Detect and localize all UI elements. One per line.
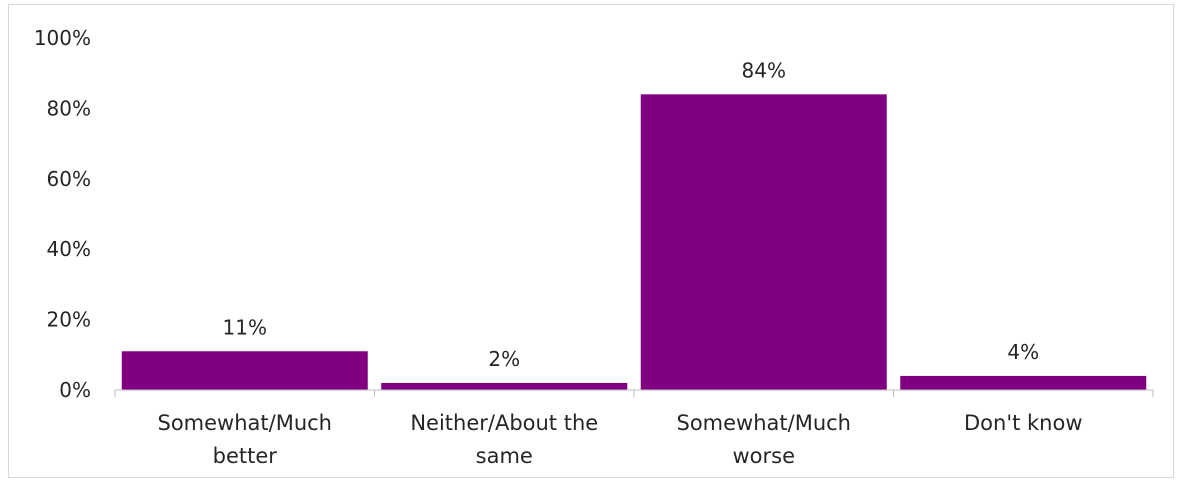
x-tick-label-line: same <box>476 444 533 468</box>
y-tick-label: 80% <box>47 96 91 120</box>
bars <box>121 94 1147 390</box>
y-tick-label: 100% <box>34 26 91 50</box>
bar-chart: 0% 20% 40% 60% 80% 100% 11% 2% 84% 4% Somewhat/M… <box>34 26 1154 468</box>
x-tick-label-line: worse <box>732 444 795 468</box>
data-label: 11% <box>223 315 267 339</box>
x-tick-label: Somewhat/Much better <box>157 411 332 468</box>
bar <box>381 382 628 390</box>
x-tick-label-line: Somewhat/Much <box>157 411 332 435</box>
bar <box>900 375 1147 390</box>
x-tick-label: Neither/About the same <box>410 411 598 468</box>
data-label: 4% <box>1007 340 1039 364</box>
chart-frame: 0% 20% 40% 60% 80% 100% 11% 2% 84% 4% Somewhat/M… <box>8 4 1174 478</box>
data-label: 84% <box>742 58 786 82</box>
data-labels: 11% 2% 84% 4% <box>223 58 1040 371</box>
x-tick-label: Don't know <box>964 411 1083 435</box>
x-tick-label-line: Don't know <box>964 411 1083 435</box>
y-axis-ticks: 0% 20% 40% 60% 80% 100% <box>34 26 91 402</box>
x-tick-label-line: better <box>213 444 278 468</box>
y-tick-label: 60% <box>47 167 91 191</box>
x-tick-label: Somewhat/Much worse <box>676 411 851 468</box>
x-tick-label-line: Somewhat/Much <box>676 411 851 435</box>
y-tick-label: 40% <box>47 237 91 261</box>
x-axis-labels: Somewhat/Much better Neither/About the same… <box>157 411 1082 468</box>
data-label: 2% <box>488 347 520 371</box>
x-axis-tick-marks <box>114 390 1154 397</box>
bar <box>640 94 887 390</box>
bar <box>121 351 368 390</box>
x-tick-label-line: Neither/About the <box>410 411 598 435</box>
y-tick-label: 20% <box>47 308 91 332</box>
y-tick-label: 0% <box>59 378 91 402</box>
